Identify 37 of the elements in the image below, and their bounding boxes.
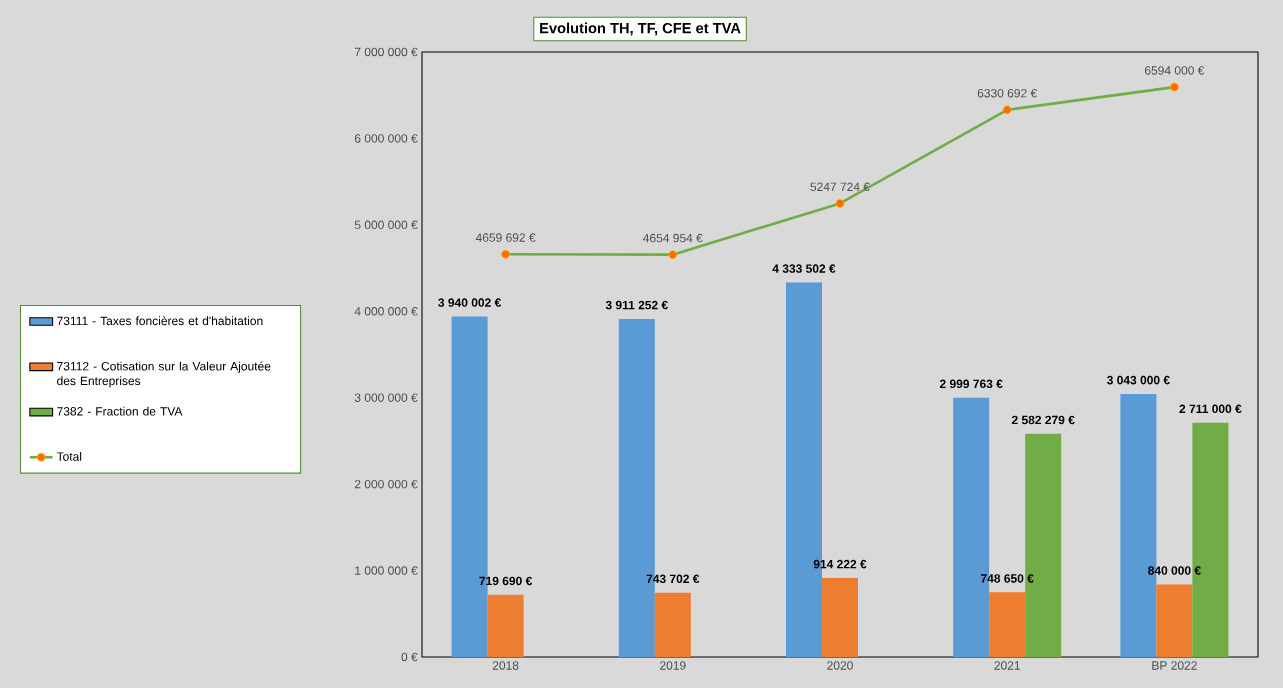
x-tick-label: 2020 (827, 661, 853, 670)
legend-label: Total (56, 451, 82, 461)
bar (989, 592, 1026, 657)
bar (487, 594, 524, 657)
data-label: 4654 954 € (643, 233, 703, 243)
data-label: 6330 692 € (977, 88, 1038, 98)
x-tick-label: 2021 (994, 661, 1020, 670)
y-tick-label: 1 000 000 € (355, 566, 418, 575)
y-tick-label: 0 € (401, 652, 418, 662)
data-label: 2 999 763 € (939, 379, 1003, 389)
legend-label: 7382 - Fraction de TVA (57, 406, 183, 416)
y-tick-label: 6 000 000 € (354, 134, 418, 143)
x-tick-label: 2018 (492, 661, 519, 670)
y-tick-label: 4 000 000 € (354, 307, 418, 316)
y-tick-label: 7 000 000 € (354, 47, 418, 57)
x-tick-label: BP 2022 (1152, 661, 1197, 670)
bar (822, 577, 858, 657)
bar (1025, 433, 1062, 657)
data-label: 5247 724 € (810, 182, 870, 192)
data-label: 2 582 279 € (1011, 415, 1075, 425)
y-tick-label: 3 000 000 € (354, 393, 418, 402)
x-tick-label: 2019 (660, 661, 686, 670)
legend-label: 73112 - Cotisation sur la Valeur Ajoutée des Entreprises (57, 361, 271, 388)
data-label: 4 333 502 € (772, 264, 836, 273)
bar (654, 592, 691, 657)
data-label: 2 711 000 € (1179, 404, 1242, 414)
bar (1156, 584, 1193, 657)
y-tick-label: 5 000 000 € (354, 220, 418, 230)
bar (1192, 422, 1229, 657)
chart-title: Evolution TH, TF, CFE et TVA (540, 22, 741, 36)
data-label: 4659 692 € (475, 233, 536, 242)
y-tick-label: 2 000 000 € (354, 479, 418, 489)
data-label: 3 043 000 € (1106, 375, 1170, 385)
data-label: 3 911 252 € (605, 300, 668, 310)
legend-label: 73111 - Taxes foncières et d'habitation (57, 316, 263, 326)
data-label: 6594 000 € (1144, 66, 1205, 75)
data-label: 3 940 002 € (438, 298, 502, 307)
